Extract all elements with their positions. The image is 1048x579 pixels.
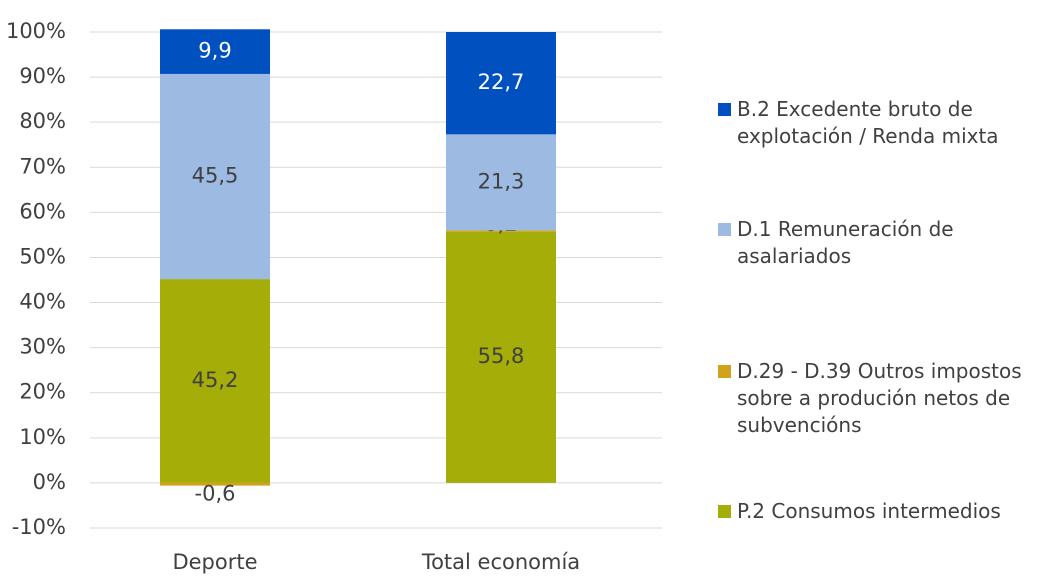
y-tick-label: 100% <box>6 19 66 43</box>
bar-segment <box>446 230 556 232</box>
bar-segment <box>160 482 270 486</box>
legend-item: P.2 Consumos intermedios <box>718 498 1038 525</box>
bar-segment <box>160 279 270 483</box>
y-tick-label: 70% <box>19 154 66 178</box>
legend-label: D.1 Remuneración de asalariados <box>737 217 954 268</box>
value-label: 22,7 <box>478 70 525 94</box>
y-tick-label: 50% <box>19 244 66 268</box>
legend-swatch <box>718 223 731 236</box>
value-label: -0,6 <box>195 481 236 505</box>
y-tick-label: 10% <box>19 425 66 449</box>
y-tick-label: -10% <box>12 515 66 539</box>
x-tick-label: Total economía <box>421 550 580 574</box>
bar-segment <box>446 134 556 231</box>
y-tick-label: 20% <box>19 380 66 404</box>
legend-label: B.2 Excedente bruto de explotación / Ren… <box>737 97 999 148</box>
legend-item: B.2 Excedente bruto de explotación / Ren… <box>718 96 1038 150</box>
y-tick-label: 80% <box>19 109 66 133</box>
bar-segment <box>446 231 556 483</box>
value-label: 45,2 <box>192 368 239 392</box>
legend-swatch <box>718 103 731 116</box>
legend-label: D.29 - D.39 Outros impostos sobre a prod… <box>737 359 1022 437</box>
bar-segment <box>160 29 270 74</box>
legend-item: D.1 Remuneración de asalariados <box>718 216 1038 270</box>
y-tick-label: 90% <box>19 64 66 88</box>
y-tick-label: 40% <box>19 290 66 314</box>
legend-swatch <box>718 365 731 378</box>
value-label: 45,5 <box>192 164 239 188</box>
y-tick-label: 60% <box>19 199 66 223</box>
legend-swatch <box>718 505 731 518</box>
value-label: 55,8 <box>478 344 525 368</box>
bar-segment <box>160 73 270 280</box>
value-label: 21,3 <box>478 169 525 193</box>
y-tick-label: 30% <box>19 335 66 359</box>
x-tick-label: Deporte <box>172 550 257 574</box>
value-label: 9,9 <box>198 39 231 63</box>
y-tick-label: 0% <box>33 470 66 494</box>
legend-item: D.29 - D.39 Outros impostos sobre a prod… <box>718 358 1038 439</box>
legend-label: P.2 Consumos intermedios <box>737 499 1001 523</box>
bar-segment <box>446 32 556 135</box>
